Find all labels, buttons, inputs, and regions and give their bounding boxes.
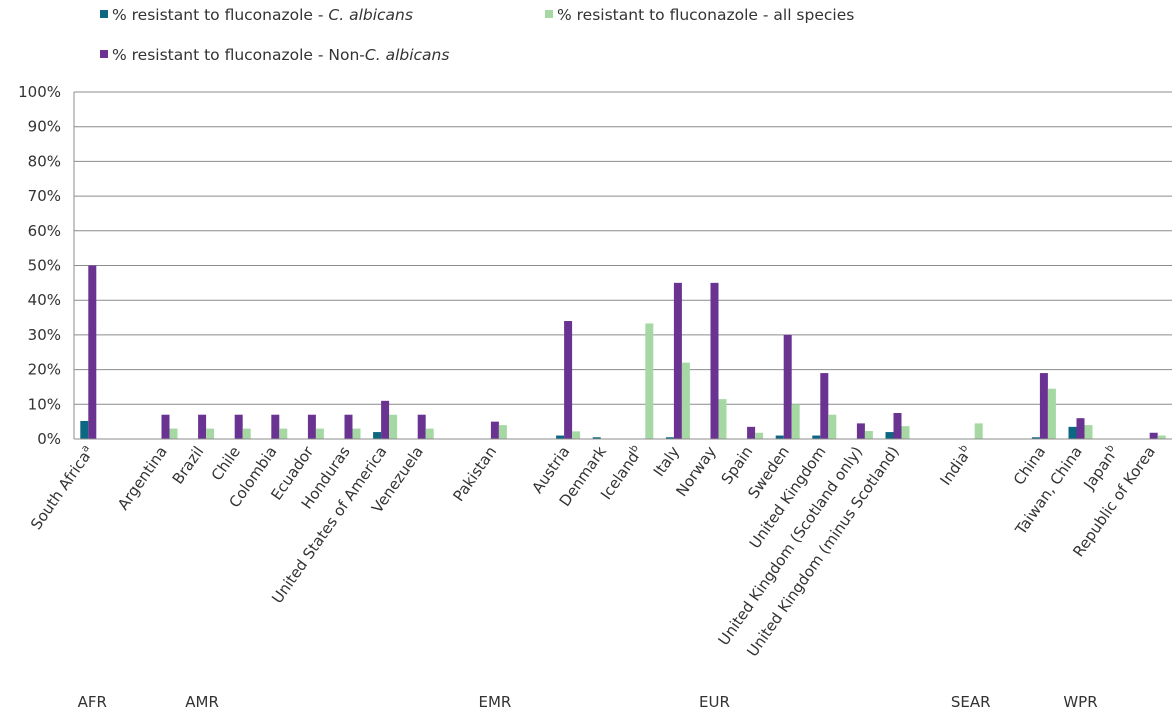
region-label: AFR	[78, 693, 107, 711]
bar	[1157, 435, 1166, 439]
y-tick-label: 20%	[28, 361, 61, 379]
bar	[974, 423, 983, 439]
bar	[242, 428, 251, 439]
category-label: Italy	[650, 443, 683, 480]
category-footnote-mark: a	[79, 443, 92, 454]
legend-label: % resistant to fluconazole - all species	[557, 6, 854, 24]
legend-label: % resistant to fluconazole - C. albicans	[112, 6, 413, 24]
category-label: Chile	[208, 443, 244, 484]
bar	[556, 435, 565, 439]
bar	[572, 431, 581, 439]
y-tick-label: 90%	[28, 118, 61, 136]
y-tick-label: 30%	[28, 326, 61, 344]
legend-swatch	[100, 10, 108, 18]
legend-label: % resistant to fluconazole - Non-C. albi…	[112, 46, 449, 64]
bar	[1068, 426, 1077, 439]
bar	[893, 412, 902, 439]
bar	[271, 414, 280, 439]
bar	[665, 437, 674, 439]
region-label: EUR	[699, 693, 730, 711]
bar	[206, 428, 215, 439]
bar	[498, 425, 507, 439]
y-tick-label: 100%	[18, 83, 61, 101]
bar	[1047, 388, 1056, 439]
bar	[389, 414, 398, 439]
bar	[315, 428, 324, 439]
bar	[901, 426, 910, 439]
bar	[718, 399, 727, 439]
bar	[820, 373, 829, 439]
bar	[169, 428, 178, 439]
bar	[490, 421, 499, 439]
bar	[344, 414, 353, 439]
y-tick-label: 70%	[28, 187, 61, 205]
axes	[73, 92, 1172, 440]
bar	[564, 321, 573, 439]
bar	[1031, 437, 1040, 439]
bar	[812, 435, 821, 439]
grid-lines	[74, 91, 1172, 405]
category-label: Brazil	[169, 443, 208, 488]
bar	[1084, 425, 1093, 439]
bar	[417, 414, 426, 439]
legend-swatch	[100, 50, 108, 58]
region-label: EMR	[478, 693, 511, 711]
bar	[352, 428, 361, 439]
region-label: AMR	[185, 693, 219, 711]
y-tick-label: 80%	[28, 152, 61, 170]
bar	[856, 423, 865, 439]
bar	[681, 362, 690, 439]
legend: % resistant to fluconazole - C. albicans…	[100, 6, 854, 64]
bar	[234, 414, 243, 439]
bar	[673, 282, 682, 439]
bar	[198, 414, 207, 439]
y-tick-label: 60%	[28, 222, 61, 240]
bar	[1039, 373, 1048, 439]
bar	[864, 431, 873, 439]
category-label: Pakistan	[449, 443, 500, 505]
bar	[1149, 432, 1158, 439]
category-footnote-mark: b	[958, 443, 971, 455]
region-label: WPR	[1063, 693, 1097, 711]
bar	[775, 435, 784, 439]
bar	[307, 414, 316, 439]
bar	[791, 404, 800, 439]
bar	[755, 432, 764, 439]
category-label: Argentina	[114, 443, 171, 513]
bar	[828, 414, 837, 439]
y-tick-label: 40%	[28, 291, 61, 309]
category-footnote-mark: b	[1104, 443, 1117, 455]
bar	[373, 432, 382, 439]
category-label: Indiab	[936, 443, 976, 489]
bars	[80, 265, 1166, 439]
bar	[1076, 418, 1085, 439]
y-tick-label: 50%	[28, 257, 61, 275]
bar	[885, 432, 894, 439]
y-tick-label: 10%	[28, 395, 61, 413]
labels: 0% 10% 20% 30% 40% 50% 60% 70% 80% 90% 100% South A…	[18, 83, 1159, 711]
bar	[783, 334, 792, 439]
y-tick-label: 0%	[37, 430, 61, 448]
bar	[645, 323, 654, 439]
legend-swatch	[545, 10, 553, 18]
bar	[279, 428, 288, 439]
bar	[161, 414, 170, 439]
category-footnote-mark: b	[628, 443, 641, 455]
bar	[710, 282, 719, 439]
bar	[88, 265, 97, 439]
bar	[80, 420, 89, 439]
bar	[747, 426, 756, 439]
bar	[381, 400, 390, 439]
bar	[592, 437, 601, 439]
category-label: Taiwan, China	[1011, 443, 1086, 539]
bar	[425, 428, 434, 439]
region-label: SEAR	[951, 693, 991, 711]
category-label: South Africaa	[27, 443, 98, 533]
